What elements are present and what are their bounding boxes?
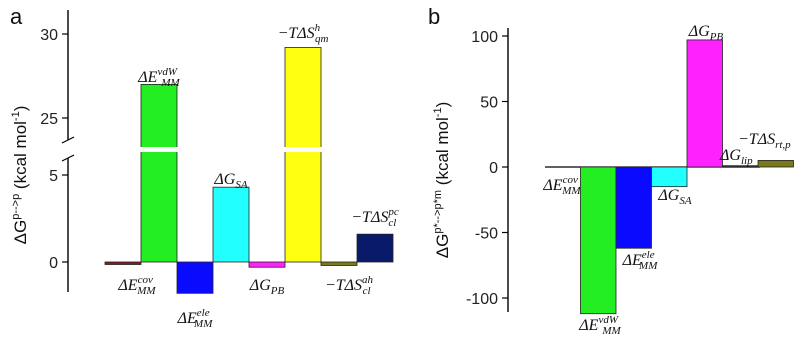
bar-a-1: [140, 84, 178, 263]
bar-a-2: [176, 261, 214, 294]
bar-break-gap: [140, 147, 178, 152]
bar-label-a-7: −TΔSpc cl: [351, 206, 399, 229]
y-tick-label-b: -100: [466, 291, 498, 308]
bar-b-2: [615, 166, 652, 249]
y-tick-label-b: 0: [489, 160, 498, 177]
y-axis-label-b: ΔGp*-->p*m (kcal mol-1): [432, 102, 452, 259]
panel-label-a: a: [10, 4, 23, 29]
bar-label-b-1: ΔEvdW MM: [578, 314, 621, 337]
bar-label-b-4: ΔGPB: [688, 23, 724, 43]
bar-label-b-5: ΔGlip: [719, 147, 753, 167]
bar-label-a-4: ΔGPB: [249, 277, 285, 297]
bar-break-gap: [284, 147, 322, 152]
bar-label-a-1: ΔEvdW MM: [137, 66, 180, 89]
bar-label-b-3: ΔGSA: [657, 187, 691, 207]
axis-break-mark-1: [61, 136, 75, 144]
y-tick-label-b: -50: [475, 226, 498, 243]
bar-label-a-6: −TΔSah cl: [325, 274, 374, 297]
y-tick-label-b: 50: [480, 95, 498, 112]
bar-label-a-0: ΔEcov MM: [117, 274, 156, 297]
bar-b-3: [651, 166, 688, 188]
bar-label-a-5: −TΔSh qm: [278, 22, 329, 45]
bar-label-b-2: ΔEele MM: [622, 249, 659, 272]
bar-a-4: [248, 261, 286, 268]
bar-b-1: [580, 166, 617, 315]
bar-a-3: [212, 186, 250, 263]
bar-a-5: [284, 47, 322, 263]
bar-a-6: [320, 261, 358, 266]
bar-b-4: [686, 39, 723, 168]
axis-break-mark-2: [61, 154, 75, 162]
bar-label-a-2: ΔEele MM: [177, 307, 214, 330]
y-tick-label-a: 25: [40, 111, 58, 128]
y-axis-label-a: ΔGp-->p (kcal mol-1): [10, 106, 30, 245]
bar-a-7: [356, 233, 394, 263]
y-tick-label-a: 30: [40, 27, 58, 44]
panel-label-b: b: [428, 4, 440, 29]
y-tick-label-b: 100: [471, 29, 498, 46]
bar-label-b-6: −TΔSrt,p: [738, 131, 791, 151]
y-tick-label-a: 5: [49, 168, 58, 185]
bar-label-a-3: ΔGSA: [213, 171, 247, 191]
y-tick-label-a: 0: [49, 255, 58, 272]
bar-b-6: [757, 160, 794, 168]
bar-a-0: [104, 261, 142, 265]
bar-label-b-0: ΔEcov MM: [542, 174, 581, 197]
